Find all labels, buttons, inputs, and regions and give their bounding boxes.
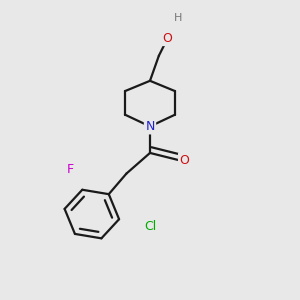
Text: O: O — [179, 154, 189, 167]
Text: Cl: Cl — [144, 220, 156, 233]
Text: N: N — [145, 120, 155, 133]
Text: H: H — [174, 14, 182, 23]
Text: O: O — [163, 32, 172, 45]
Text: F: F — [67, 163, 74, 176]
